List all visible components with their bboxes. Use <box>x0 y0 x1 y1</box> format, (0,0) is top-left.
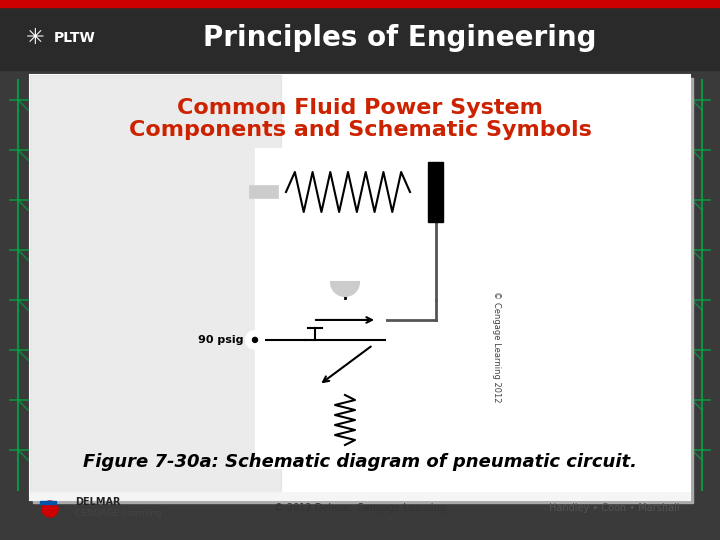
Text: © Cengage Learning 2012: © Cengage Learning 2012 <box>492 291 502 402</box>
Text: 90 psig: 90 psig <box>197 335 243 345</box>
Bar <box>250 186 278 198</box>
Circle shape <box>246 331 264 349</box>
Text: CENGAGE Learning: CENGAGE Learning <box>75 510 161 518</box>
Text: Components and Schematic Symbols: Components and Schematic Symbols <box>129 120 591 140</box>
Bar <box>30 75 690 500</box>
Text: © 2012 Delmar, Cengage Learning: © 2012 Delmar, Cengage Learning <box>274 503 446 513</box>
Text: Figure 7-30a: Schematic diagram of pneumatic circuit.: Figure 7-30a: Schematic diagram of pneum… <box>83 453 637 471</box>
Text: DELMAR: DELMAR <box>75 497 120 507</box>
Bar <box>305 300 385 395</box>
Bar <box>0 7 720 70</box>
Bar <box>33 78 693 503</box>
Circle shape <box>253 338 258 342</box>
Bar <box>255 148 485 468</box>
Text: ✳: ✳ <box>26 28 45 48</box>
Bar <box>0 0 720 7</box>
Text: PLTW: PLTW <box>54 31 96 45</box>
Wedge shape <box>331 282 359 296</box>
Polygon shape <box>297 363 305 372</box>
Bar <box>428 162 443 222</box>
Bar <box>30 75 281 500</box>
Bar <box>30 492 690 500</box>
Bar <box>278 162 428 222</box>
Circle shape <box>42 501 58 517</box>
Text: Principles of Engineering: Principles of Engineering <box>203 24 597 52</box>
Bar <box>40 501 56 504</box>
Text: Handley • Coon • Marshall: Handley • Coon • Marshall <box>549 503 680 513</box>
Text: Common Fluid Power System: Common Fluid Power System <box>177 98 543 118</box>
